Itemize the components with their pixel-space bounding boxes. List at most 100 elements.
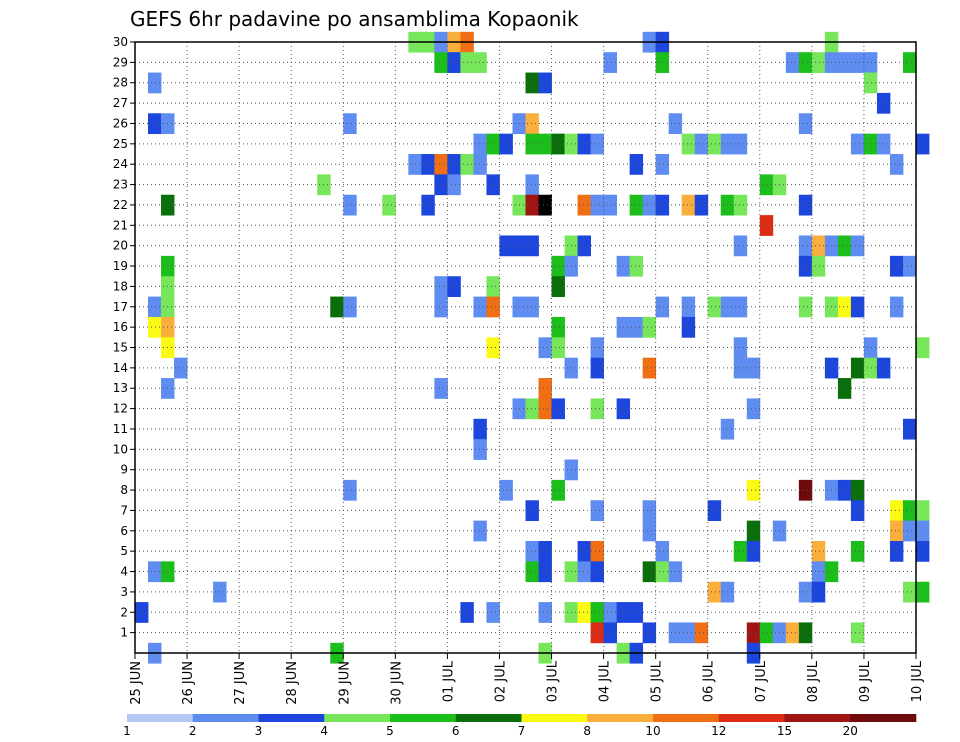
heatmap-cell xyxy=(889,154,904,175)
heatmap-cell xyxy=(603,602,618,623)
heatmap-cell xyxy=(382,194,396,216)
heatmap-cell xyxy=(590,602,604,623)
y-tick-label: 17 xyxy=(113,300,128,314)
heatmap-cell xyxy=(486,337,500,359)
x-tick-label: 07 JUL xyxy=(754,660,769,702)
heatmap-cell xyxy=(499,235,513,257)
colorbar-label: 6 xyxy=(452,724,460,738)
colorbar-segment xyxy=(258,714,325,722)
heatmap-cell xyxy=(902,500,917,522)
heatmap-cell xyxy=(642,194,657,216)
x-tick-label: 27 JUN xyxy=(233,661,248,705)
x-tick-label: 28 JUN xyxy=(285,661,300,705)
heatmap-cell xyxy=(798,235,813,257)
heatmap-cell xyxy=(850,357,865,379)
heatmap-cell xyxy=(916,337,930,359)
heatmap-cell xyxy=(733,133,748,155)
heatmap-cell xyxy=(850,540,865,562)
y-tick-label: 6 xyxy=(120,524,128,538)
heatmap-cell xyxy=(538,337,552,359)
heatmap-cell xyxy=(902,255,917,277)
x-tick-label: 26 JUN xyxy=(181,661,196,705)
heatmap-cell xyxy=(525,540,539,562)
heatmap-cell xyxy=(642,316,657,338)
y-tick-label: 18 xyxy=(113,279,128,293)
heatmap-cell xyxy=(889,520,904,542)
heatmap-cell xyxy=(629,194,644,216)
colorbar-segment xyxy=(521,714,588,722)
heatmap-cell xyxy=(499,479,513,501)
heatmap-cell xyxy=(525,561,539,583)
heatmap-cell xyxy=(538,398,552,420)
y-tick-label: 26 xyxy=(113,116,128,130)
colorbar-segment xyxy=(390,714,457,722)
heatmap-cell xyxy=(148,561,162,583)
y-tick-label: 14 xyxy=(113,361,128,375)
heatmap-cell xyxy=(538,561,552,583)
heatmap-cell xyxy=(148,72,162,94)
colorbar-label: 12 xyxy=(711,724,726,738)
heatmap-cell xyxy=(889,255,904,277)
heatmap-cell xyxy=(837,296,852,318)
heatmap-cell xyxy=(681,133,696,155)
x-tick-label: 04 JUL xyxy=(598,660,613,702)
heatmap-cell xyxy=(707,581,722,603)
heatmap-cell xyxy=(421,194,435,216)
heatmap-cell xyxy=(590,133,604,155)
heatmap-cell xyxy=(499,133,513,155)
heatmap-cell xyxy=(447,276,461,297)
heatmap-cell xyxy=(148,316,162,338)
heatmap-cell xyxy=(746,398,761,420)
heatmap-cell xyxy=(642,357,657,379)
heatmap-cell xyxy=(525,113,539,135)
heatmap-cell xyxy=(655,52,670,73)
heatmap-cell xyxy=(538,133,552,155)
colorbar-segment xyxy=(127,714,194,722)
heatmap-cell xyxy=(525,296,539,318)
heatmap-cell xyxy=(174,357,188,379)
heatmap-cell xyxy=(551,479,565,501)
y-tick-label: 12 xyxy=(113,402,128,416)
heatmap-cell xyxy=(486,276,500,297)
colorbar: 1 2 3 4 5 6 7 8 10 12 15 20 xyxy=(123,714,917,738)
heatmap-cell xyxy=(551,316,565,338)
heatmap-cell xyxy=(916,581,930,603)
heatmap-cell xyxy=(577,540,591,562)
heatmap-cell xyxy=(655,540,670,562)
colorbar-segment xyxy=(324,714,391,722)
heatmap-cell xyxy=(421,154,435,175)
y-tick-label: 7 xyxy=(120,503,128,517)
colorbar-label: 3 xyxy=(255,724,263,738)
heatmap-cell xyxy=(434,296,448,318)
heatmap-cell xyxy=(525,398,539,420)
colorbar-segment xyxy=(192,714,259,722)
heatmap-cell xyxy=(525,72,539,94)
x-tick-label: 29 JUN xyxy=(337,661,352,705)
y-tick-label: 16 xyxy=(113,320,128,334)
colorbar-label: 10 xyxy=(645,724,660,738)
heatmap-cell xyxy=(434,174,448,196)
heatmap-cell xyxy=(434,276,448,297)
heatmap-cell xyxy=(837,378,852,399)
heatmap-cell xyxy=(343,479,357,501)
x-tick-label: 25 JUN xyxy=(129,661,144,705)
heatmap-cell xyxy=(733,194,748,216)
heatmap-cell xyxy=(889,500,904,522)
heatmap-cell xyxy=(811,581,826,603)
heatmap-cell xyxy=(746,540,761,562)
x-tick-label: 09 JUL xyxy=(858,660,873,702)
heatmap-cell xyxy=(551,337,565,359)
x-tick-label: 02 JUL xyxy=(493,660,508,702)
heatmap-cell xyxy=(811,255,826,277)
heatmap-cell xyxy=(798,296,813,318)
heatmap-cell xyxy=(447,174,461,196)
heatmap-cell xyxy=(863,357,878,379)
heatmap-cell xyxy=(135,602,149,623)
y-tick-label: 20 xyxy=(113,239,128,253)
heatmap-cell xyxy=(916,500,930,522)
y-tick-label: 19 xyxy=(113,259,128,273)
heatmap-cell xyxy=(916,540,930,562)
heatmap-cell xyxy=(902,418,917,440)
heatmap-cell xyxy=(642,622,657,644)
heatmap-cell xyxy=(577,602,591,623)
